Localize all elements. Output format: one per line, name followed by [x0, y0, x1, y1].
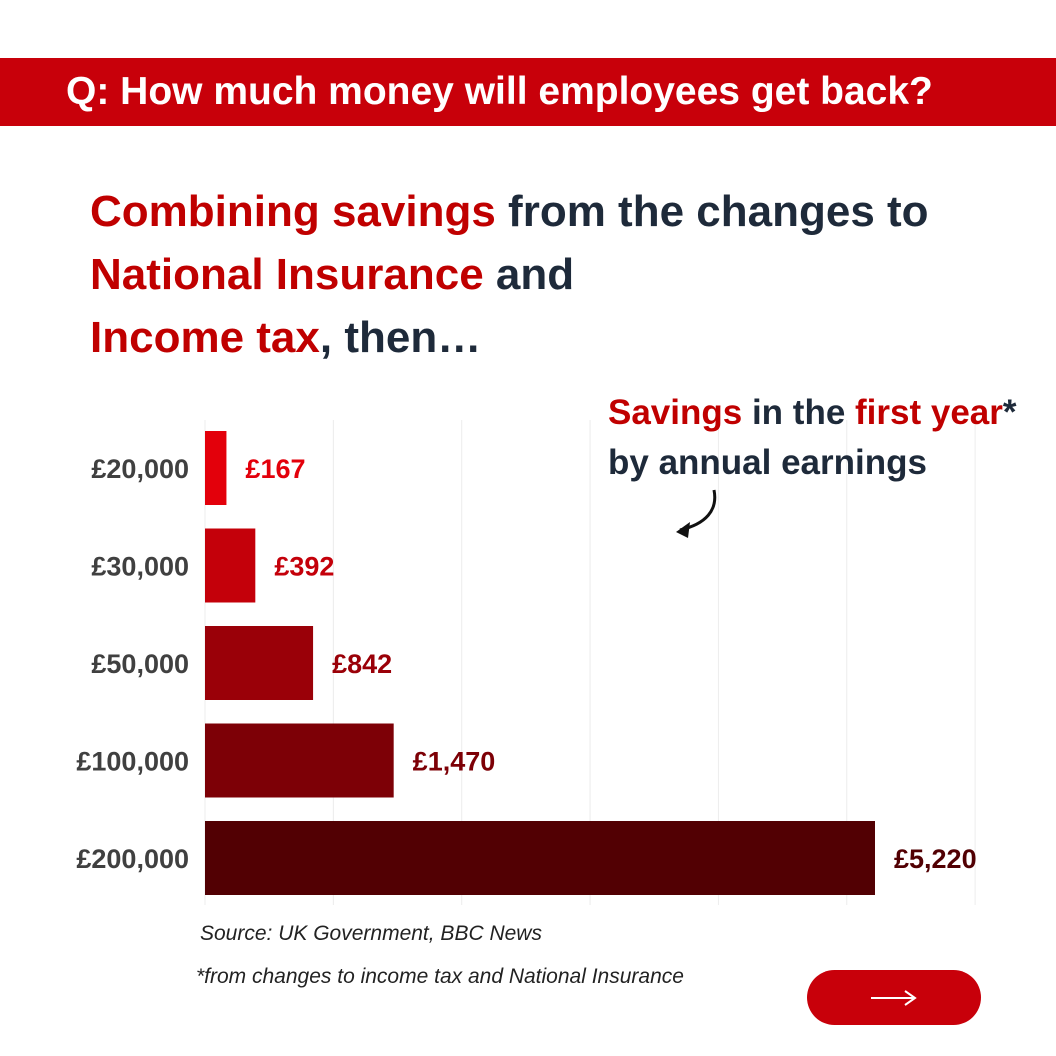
chart-legend-note: Savings in the first year* by annual earn…: [608, 388, 1017, 488]
value-label: £392: [274, 552, 334, 582]
headline-part-1: Combining savings: [90, 187, 496, 236]
next-button[interactable]: [807, 970, 981, 1025]
banner-title: Q: How much money will employees get bac…: [66, 70, 933, 113]
bar: [205, 626, 314, 700]
value-label: £1,470: [413, 747, 496, 777]
headline-part-5: Income tax: [90, 313, 320, 362]
arrow-right-icon: [871, 989, 917, 1006]
category-label: £20,000: [91, 454, 189, 484]
category-label: £200,000: [76, 844, 189, 874]
bar: [205, 431, 227, 505]
category-label: £100,000: [76, 747, 189, 777]
legend-word-savings: Savings: [608, 393, 743, 432]
title-banner: Q: How much money will employees get bac…: [0, 58, 1056, 126]
headline-part-6: , then…: [319, 313, 482, 362]
value-label: £842: [332, 649, 392, 679]
headline-part-3: National Insurance: [90, 250, 484, 299]
bar: [205, 723, 394, 798]
legend-line-2: by annual earnings: [608, 443, 927, 482]
curved-arrow-icon: [676, 489, 717, 538]
source-note: Source: UK Government, BBC News: [200, 922, 542, 945]
headline: Combining savings from the changes to Na…: [90, 180, 990, 369]
value-label: £5,220: [894, 844, 977, 874]
value-label: £167: [245, 454, 305, 484]
category-label: £50,000: [91, 649, 189, 679]
bar: [205, 528, 256, 603]
legend-word-first-year: first year: [855, 393, 1003, 432]
headline-part-4: and: [483, 250, 575, 299]
footnote: *from changes to income tax and National…: [196, 965, 684, 988]
bar: [205, 821, 875, 895]
legend-asterisk: *: [1002, 393, 1017, 432]
legend-word-in-the: in the: [742, 393, 856, 432]
category-label: £30,000: [91, 552, 189, 582]
headline-part-2: from the changes to: [495, 187, 929, 236]
